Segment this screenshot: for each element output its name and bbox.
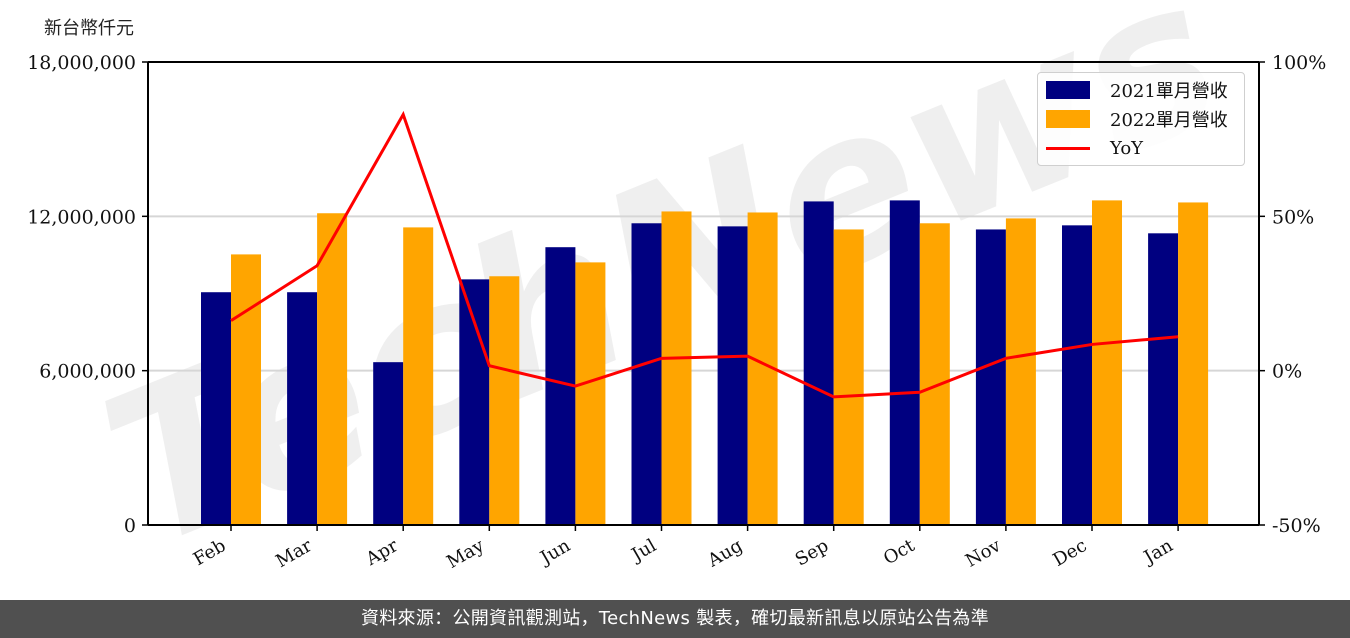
- y-axis-unit-label: 新台幣仟元: [44, 18, 134, 39]
- legend-swatch-2022: [1046, 110, 1090, 128]
- yoy-line: [230, 110, 1179, 399]
- bar-2022-may: [489, 276, 520, 525]
- source-footer: 資料來源：公開資訊觀測站，TechNews 製表，確切最新訊息以原站公告為準: [0, 600, 1350, 638]
- y-tick-label: 18,000,000: [27, 52, 136, 74]
- bar-2022-mar: [317, 213, 348, 525]
- bar-2021-may: [459, 279, 490, 525]
- y-tick-label: 12,000,000: [27, 206, 136, 228]
- bar-2022-apr: [403, 227, 434, 525]
- legend-label-2022: 2022單月營收: [1110, 110, 1228, 131]
- x-tick-label-jul: Jul: [626, 535, 660, 567]
- y2-tick-label: 100%: [1272, 52, 1326, 74]
- x-tick-label-jan: Jan: [1139, 535, 1177, 569]
- chart-legend: 2021單月營收 2022單月營收 YoY: [1037, 72, 1245, 166]
- legend-item-yoy: YoY: [1046, 137, 1143, 159]
- bar-2022-jan: [1178, 202, 1209, 525]
- bar-2021-feb: [201, 292, 231, 525]
- bar-2021-oct: [889, 200, 920, 525]
- bar-2021-sep: [803, 201, 834, 526]
- x-tick-label-may: May: [443, 535, 488, 573]
- legend-item-2022: 2022單月營收: [1046, 108, 1228, 131]
- x-tick-label-dec: Dec: [1050, 535, 1091, 571]
- y2-tick-label: 50%: [1272, 206, 1314, 228]
- bar-2022-nov: [1005, 218, 1036, 525]
- bar-2021-nov: [975, 229, 1006, 525]
- x-tick-label-oct: Oct: [880, 535, 919, 570]
- bar-2021-aug: [717, 226, 748, 526]
- y-tick-label: 0: [124, 515, 136, 537]
- x-tick-label-nov: Nov: [962, 535, 1005, 572]
- bar-2022-dec: [1092, 200, 1122, 525]
- bar-2022-oct: [919, 223, 950, 526]
- bar-2021-apr: [373, 362, 404, 525]
- legend-swatch-2021: [1046, 81, 1090, 99]
- legend-label-2021: 2021單月營收: [1110, 81, 1228, 102]
- y2-tick-label: -50%: [1272, 515, 1321, 537]
- bar-2022-feb: [231, 254, 261, 525]
- legend-line-yoy: [1046, 146, 1090, 150]
- x-tick-label-apr: Apr: [362, 535, 402, 570]
- y2-tick-label: 0%: [1272, 361, 1302, 383]
- bar-2021-jan: [1148, 233, 1179, 525]
- bar-2021-jul: [631, 223, 662, 526]
- bar-2022-sep: [833, 229, 864, 525]
- x-tick-label-aug: Aug: [703, 535, 746, 572]
- y-tick-label: 6,000,000: [39, 361, 136, 383]
- bar-2022-jul: [661, 211, 692, 525]
- legend-label-yoy: YoY: [1110, 137, 1144, 159]
- bar-2021-mar: [287, 292, 318, 525]
- x-tick-label-jun: Jun: [535, 535, 574, 570]
- x-tick-label-sep: Sep: [792, 535, 832, 570]
- legend-item-2021: 2021單月營收: [1046, 79, 1228, 102]
- bar-2021-dec: [1062, 225, 1092, 525]
- bar-2022-jun: [575, 262, 606, 525]
